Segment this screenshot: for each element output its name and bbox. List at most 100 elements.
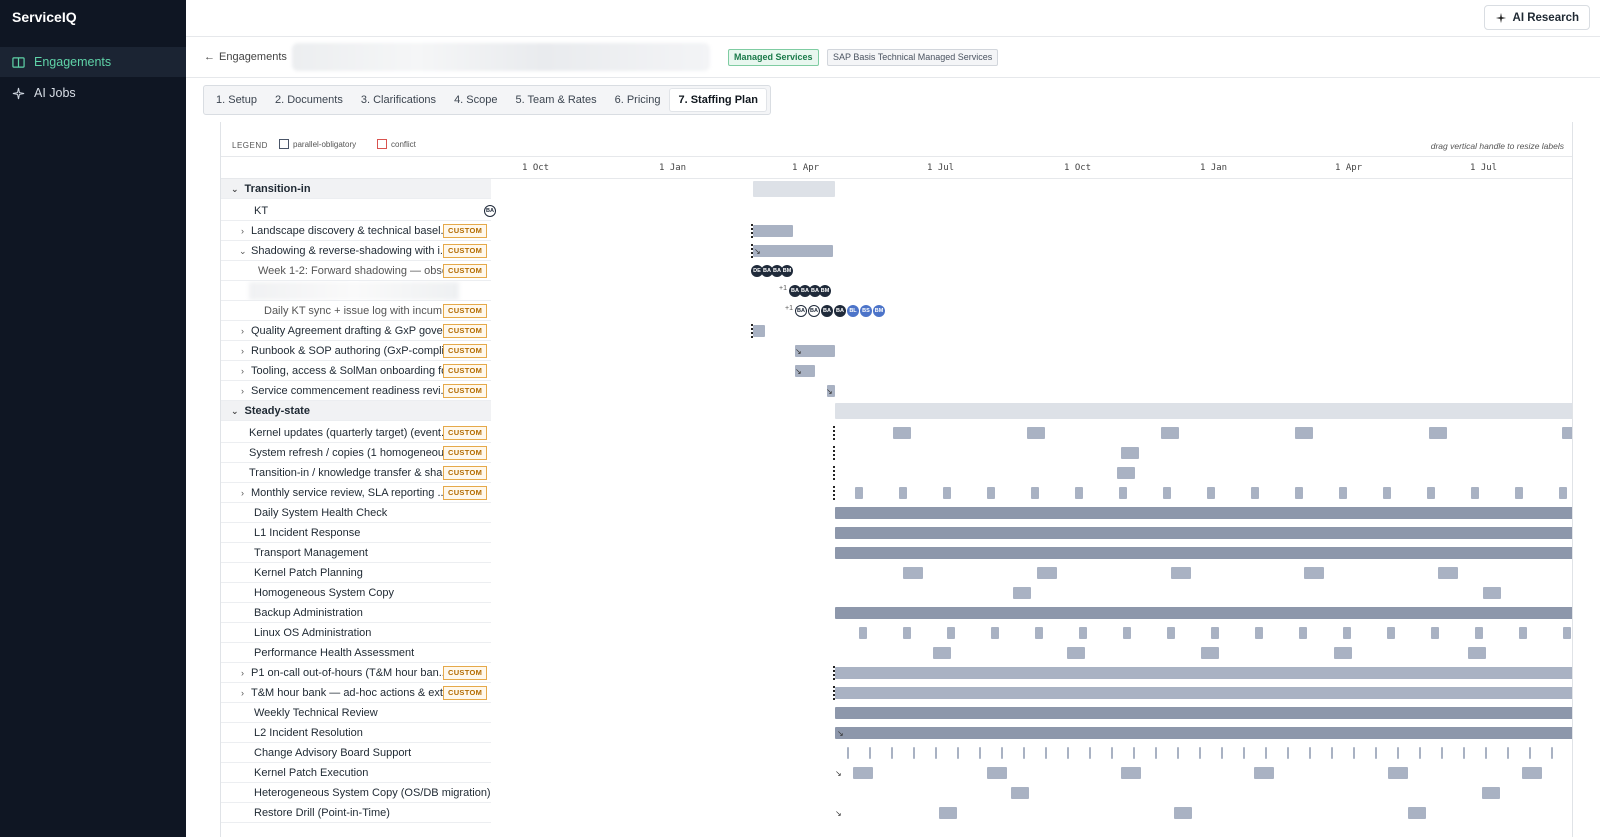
gantt-bar[interactable] [1482, 787, 1500, 799]
gantt-bar[interactable] [753, 325, 765, 337]
gantt-bar[interactable] [1201, 647, 1219, 659]
gantt-bar[interactable] [1388, 767, 1408, 779]
gantt-bar[interactable] [1089, 747, 1091, 759]
gantt-bar[interactable] [1475, 627, 1483, 639]
gantt-bar[interactable] [903, 627, 911, 639]
gantt-bar[interactable] [1121, 447, 1139, 459]
gantt-bar[interactable] [1419, 747, 1421, 759]
resize-handle[interactable] [833, 666, 835, 680]
phase-span-bar[interactable] [835, 403, 1572, 419]
gantt-bar[interactable] [859, 627, 867, 639]
gantt-bar[interactable] [1438, 567, 1458, 579]
gantt-bar[interactable] [913, 747, 915, 759]
gantt-bar[interactable] [1383, 487, 1391, 499]
gantt-bar[interactable] [869, 747, 871, 759]
gantt-bar[interactable] [1075, 487, 1083, 499]
gantt-bar[interactable] [1387, 627, 1395, 639]
task-row[interactable]: Week 1-2: Forward shadowing — obse... CUS… [221, 261, 1572, 281]
gantt-bar[interactable] [1572, 567, 1573, 579]
task-row[interactable]: KT BA [221, 201, 1572, 221]
gantt-bar[interactable] [1343, 627, 1351, 639]
gantt-bar[interactable] [1562, 427, 1572, 439]
gantt-bar[interactable] [1529, 747, 1531, 759]
gantt-bar[interactable] [1295, 427, 1313, 439]
chevron-down-icon[interactable]: ⌄ [231, 406, 239, 416]
gantt-bar[interactable] [1559, 487, 1567, 499]
gantt-bar[interactable] [1287, 747, 1289, 759]
gantt-bar[interactable] [1265, 747, 1267, 759]
gantt-bar[interactable] [1427, 487, 1435, 499]
gantt-bar[interactable] [835, 607, 1572, 619]
gantt-bar[interactable] [1254, 767, 1274, 779]
tab-setup[interactable]: 1. Setup [216, 94, 257, 106]
gantt-bar[interactable] [827, 385, 835, 397]
gantt-bar[interactable] [935, 747, 937, 759]
gantt-bar[interactable] [1199, 747, 1201, 759]
gantt-bar[interactable] [1334, 647, 1352, 659]
chevron-right-icon[interactable]: › [241, 386, 244, 396]
gantt-bar[interactable] [1045, 747, 1047, 759]
chevron-right-icon[interactable]: › [241, 226, 244, 236]
resize-handle[interactable] [833, 446, 835, 460]
gantt-bar[interactable] [835, 547, 1572, 559]
task-row[interactable]: ⌄ Shadowing & reverse-shadowing with i...… [221, 241, 1572, 261]
chevron-down-icon[interactable]: ⌄ [239, 246, 247, 256]
gantt-bar[interactable] [1441, 747, 1443, 759]
gantt-bar[interactable] [947, 627, 955, 639]
gantt-bar[interactable] [1515, 487, 1523, 499]
chevron-right-icon[interactable]: › [241, 366, 244, 376]
gantt-bar[interactable] [1031, 487, 1039, 499]
back-link[interactable]: ← Engagements [204, 51, 287, 63]
chevron-right-icon[interactable]: › [241, 326, 244, 336]
gantt-bar[interactable] [795, 365, 815, 377]
gantt-bar[interactable] [1211, 627, 1219, 639]
resize-handle[interactable] [751, 324, 753, 338]
gantt-bar[interactable] [1067, 747, 1069, 759]
resize-handle[interactable] [833, 486, 835, 500]
gantt-bar[interactable] [1123, 627, 1131, 639]
chevron-right-icon[interactable]: › [241, 688, 244, 698]
gantt-bar[interactable] [1551, 747, 1553, 759]
gantt-bar[interactable] [1507, 747, 1509, 759]
gantt-bar[interactable] [1563, 627, 1571, 639]
resize-handle[interactable] [833, 686, 835, 700]
gantt-bar[interactable] [1485, 747, 1487, 759]
task-row[interactable]: Performance Health Assessment BA [221, 643, 1572, 663]
task-row[interactable]: Restore Drill (Point-in-Time) ↘BA [221, 803, 1572, 823]
task-row[interactable]: Transition-in / knowledge transfer & sha… [221, 463, 1572, 483]
gantt-bar[interactable] [835, 727, 1572, 739]
tab-clarifications[interactable]: 3. Clarifications [360, 94, 437, 106]
tab-documents[interactable]: 2. Documents [274, 94, 343, 106]
gantt-bar[interactable] [943, 487, 951, 499]
gantt-bar[interactable] [1339, 487, 1347, 499]
task-row[interactable]: Heterogeneous System Copy (OS/DB migrati… [221, 783, 1572, 803]
task-row[interactable]: System refresh / copies (1 homogeneou...… [221, 443, 1572, 463]
ai-research-button[interactable]: AI Research [1483, 5, 1590, 30]
gantt-bar[interactable] [893, 427, 911, 439]
gantt-bar[interactable] [753, 245, 833, 257]
tab-team-rates[interactable]: 5. Team & Rates [515, 94, 597, 106]
gantt-bar[interactable] [1111, 747, 1113, 759]
gantt-bar[interactable] [1221, 747, 1223, 759]
gantt-bar[interactable] [855, 487, 863, 499]
task-row[interactable]: › P1 on-call out-of-hours (T&M hour ban..… [221, 663, 1572, 683]
gantt-bar[interactable] [933, 647, 951, 659]
gantt-bar[interactable] [1037, 567, 1057, 579]
gantt-bar[interactable] [835, 527, 1572, 539]
task-row[interactable]: Backup Administration BA [221, 603, 1572, 623]
chevron-right-icon[interactable]: › [241, 668, 244, 678]
task-row[interactable]: › Runbook & SOP authoring (GxP-compli... C… [221, 341, 1572, 361]
gantt-bar[interactable] [1304, 567, 1324, 579]
gantt-bar[interactable] [1027, 427, 1045, 439]
gantt-bar[interactable] [1331, 747, 1333, 759]
task-row[interactable]: › Landscape discovery & technical basel..… [221, 221, 1572, 241]
chevron-right-icon[interactable]: › [241, 488, 244, 498]
gantt-bar[interactable] [1011, 787, 1029, 799]
task-row[interactable]: › Monthly service review, SLA reporting .… [221, 483, 1572, 503]
task-row[interactable]: Kernel Patch Planning BA [221, 563, 1573, 583]
task-row[interactable]: +1 BA BA BA BM [221, 281, 1572, 301]
phase-row[interactable]: ⌄ Steady-state [221, 401, 1572, 421]
gantt-bar[interactable] [853, 767, 873, 779]
tab-staffing-plan[interactable]: 7. Staffing Plan [670, 89, 766, 111]
